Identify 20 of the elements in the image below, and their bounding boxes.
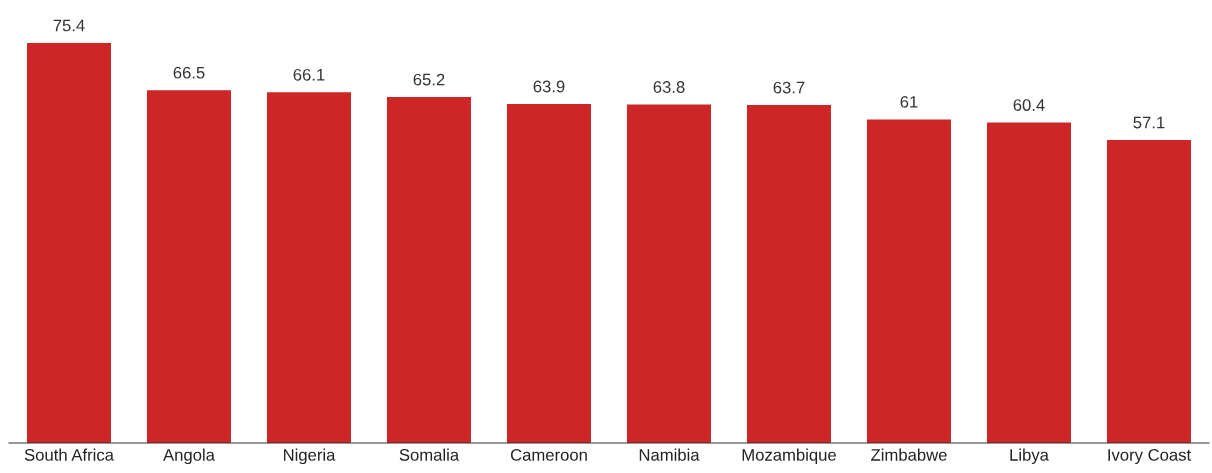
x-tick-label: Nigeria [283, 448, 336, 465]
x-tick-label: Cameroon [510, 449, 587, 461]
x-tick-label: Zimbabwe [871, 448, 947, 461]
x-tick-label: Mozambique [742, 448, 836, 465]
x-tick-label: Somalia [399, 448, 460, 461]
data-label: 65.2 [413, 73, 445, 86]
data-label: 61 [900, 95, 918, 108]
x-tick-label: Namibia [639, 448, 700, 461]
x-tick-label: South Africa [24, 448, 114, 461]
data-label: 63.7 [773, 81, 805, 94]
data-label: 57.1 [1133, 116, 1165, 129]
data-label: 75.4 [53, 19, 85, 32]
x-tick-label: Libya [1010, 448, 1049, 465]
data-label: 60.4 [1013, 99, 1045, 111]
x-tick-label: Ivory Coast [1108, 449, 1192, 465]
data-label: 66.1 [293, 68, 325, 81]
x-tick-label: Angola [163, 448, 215, 465]
data-label: 66.5 [173, 66, 205, 79]
data-label: 63.9 [533, 80, 565, 93]
data-label: 63.8 [653, 81, 685, 93]
